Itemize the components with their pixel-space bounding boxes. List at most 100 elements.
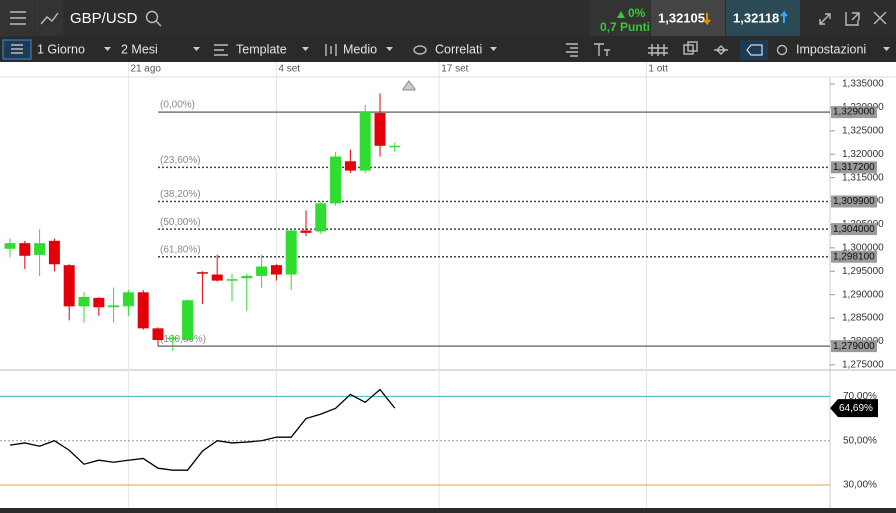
candle-body — [285, 230, 297, 275]
dropdown[interactable] — [490, 47, 497, 51]
change-pct: 0% — [628, 6, 646, 20]
dropdown[interactable] — [193, 47, 200, 51]
fib-label: (61,80%) — [160, 244, 201, 255]
rsi-line — [9, 388, 396, 471]
y-tick-label: 70,00% — [843, 391, 877, 402]
expand-icon[interactable] — [819, 13, 831, 25]
candle-body — [315, 203, 327, 232]
fib-value-label: 1,298100 — [833, 251, 875, 262]
bid-arrow — [703, 13, 711, 26]
compare[interactable]: Correlati — [435, 42, 482, 56]
fib-value-box — [831, 250, 877, 263]
chart-type-button[interactable] — [35, 0, 63, 36]
candle-body — [63, 265, 75, 307]
layers-button[interactable] — [2, 39, 32, 60]
candle-body — [108, 305, 120, 308]
interval[interactable]: 1 Giorno — [37, 42, 85, 56]
candle-body — [196, 272, 208, 274]
candle-body — [19, 243, 31, 256]
tool-icons[interactable] — [566, 41, 728, 57]
candle-body — [182, 300, 194, 341]
y-tick-label: 1,320000 — [842, 149, 884, 160]
y-tick-label: 1,290000 — [842, 289, 884, 300]
date-label: 4 set — [278, 64, 300, 75]
fib-value-label: 1,304000 — [833, 224, 875, 235]
y-tick-label: 1,335000 — [842, 79, 884, 90]
fib-value-box — [831, 161, 877, 174]
ask-arrow — [780, 10, 788, 23]
menu-button[interactable] — [0, 0, 34, 36]
fib-value-box — [831, 106, 877, 119]
change-points: 0,7 Punti — [600, 20, 650, 34]
search-icon[interactable] — [145, 10, 162, 27]
up-arrow — [617, 11, 625, 18]
template-icon — [214, 44, 228, 56]
close-icon[interactable] — [873, 11, 887, 25]
candle-body — [137, 292, 149, 329]
chart-area — [0, 62, 896, 508]
candle-body — [374, 113, 386, 146]
candle-body — [48, 240, 60, 265]
label-icon — [746, 44, 763, 56]
ask-box[interactable] — [726, 0, 800, 36]
fib-value-box — [831, 223, 877, 236]
fib-value-label: 1,309900 — [833, 196, 875, 207]
candle-body — [167, 337, 179, 340]
fib-label: (38,20%) — [160, 189, 201, 200]
gear-icon — [776, 44, 788, 56]
date-label: 1 ott — [648, 64, 668, 75]
candle-body — [122, 292, 134, 307]
fib-value-label: 1,329000 — [833, 107, 875, 118]
now-marker[interactable] — [402, 80, 416, 91]
range[interactable]: 2 Mesi — [121, 42, 158, 56]
bid-box[interactable] — [651, 0, 725, 36]
date-label: 21 ago — [130, 64, 161, 75]
candle-body — [226, 279, 238, 281]
date-label: 17 set — [441, 64, 468, 75]
y-tick-label: 1,325000 — [842, 125, 884, 136]
candle-body — [256, 266, 268, 276]
fib-label: (23,60%) — [160, 155, 201, 166]
settings[interactable]: Impostazioni — [796, 42, 866, 56]
bid-price: 1,32105 — [658, 10, 705, 25]
candle-body — [359, 112, 371, 171]
y-tick-label: 1,295000 — [842, 266, 884, 277]
fib-value-box — [831, 340, 877, 353]
candle-body — [330, 156, 342, 204]
dropdown[interactable] — [104, 47, 111, 51]
candle-body — [93, 297, 105, 308]
candle-body — [270, 265, 282, 275]
template[interactable]: Template — [236, 42, 287, 56]
y-tick-label: 50,00% — [843, 435, 877, 446]
fib-label: (50,00%) — [160, 217, 201, 228]
active-tool[interactable] — [740, 40, 768, 60]
candle-body — [34, 243, 46, 255]
candle-body — [211, 274, 223, 281]
candle-body — [78, 296, 90, 307]
average-icon — [325, 44, 337, 56]
dropdown[interactable] — [302, 47, 309, 51]
y-tick-label: 1,300000 — [842, 242, 884, 253]
eye-icon — [413, 45, 427, 55]
popout-icon[interactable] — [845, 12, 860, 26]
average[interactable]: Medio — [343, 42, 377, 56]
fib-label: (0,00%) — [160, 100, 195, 111]
y-tick-label: 1,285000 — [842, 313, 884, 324]
candle-body — [241, 275, 253, 279]
candle-body — [389, 145, 401, 148]
dropdown[interactable] — [883, 47, 890, 51]
dropdown[interactable] — [386, 47, 393, 51]
fib-value-label: 1,317200 — [833, 162, 875, 173]
fib-value-label: 1,279000 — [833, 341, 875, 352]
ask-price: 1,32118 — [733, 10, 779, 25]
candle-body — [300, 230, 312, 233]
last-value-label: 64,69% — [839, 403, 873, 414]
y-tick-label: 1,275000 — [842, 359, 884, 370]
y-tick-label: 1,315000 — [842, 172, 884, 183]
candle-body — [344, 161, 356, 171]
y-tick-label: 30,00% — [843, 480, 877, 491]
symbol[interactable]: GBP/USD — [70, 10, 138, 27]
candle-body — [4, 243, 16, 249]
candle-body — [152, 328, 164, 341]
